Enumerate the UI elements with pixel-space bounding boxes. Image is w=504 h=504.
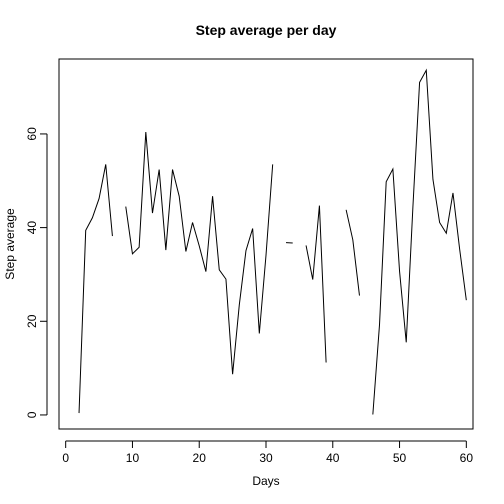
- y-tick-label: 20: [25, 314, 39, 328]
- series-line-segment-3: [305, 205, 327, 363]
- plot-frame: [58, 58, 474, 430]
- x-tick-label: 0: [62, 451, 69, 465]
- x-axis-label: Days: [252, 474, 279, 488]
- x-tick-label: 20: [193, 451, 207, 465]
- y-tick-label: 0: [25, 411, 39, 418]
- x-tick-label: 50: [393, 451, 407, 465]
- x-axis: 0 10 20 30 40 50 60: [62, 440, 474, 465]
- y-axis: 0 20 40 60: [25, 127, 48, 418]
- series-line-segment-5: [372, 68, 467, 415]
- x-tick-label: 30: [259, 451, 273, 465]
- chart-title: Step average per day: [196, 22, 337, 38]
- series-line-segment-1: [125, 132, 274, 375]
- y-tick-label: 60: [25, 127, 39, 141]
- series-line-segment-0: [78, 164, 113, 414]
- series-group: [78, 68, 467, 415]
- x-tick-label: 60: [460, 451, 474, 465]
- series-line-segment-4: [345, 209, 360, 296]
- y-axis-label: Step average: [3, 208, 17, 280]
- x-tick-label: 10: [126, 451, 140, 465]
- x-tick-label: 40: [326, 451, 340, 465]
- y-tick-label: 40: [25, 221, 39, 235]
